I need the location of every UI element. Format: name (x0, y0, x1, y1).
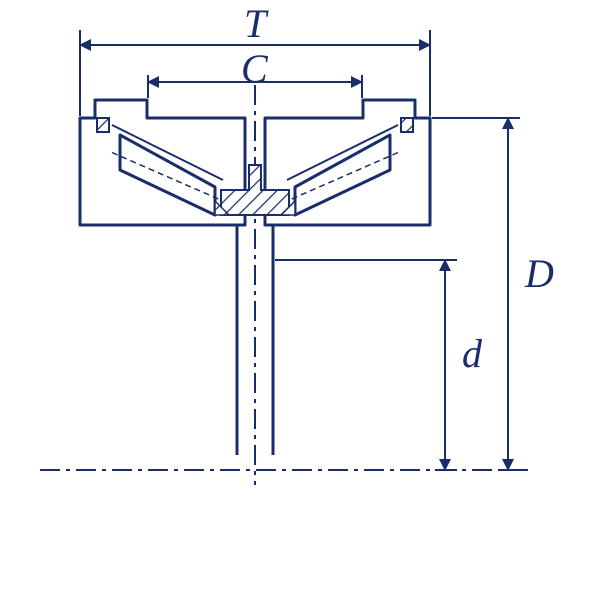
bearing-diagram: T C D d (0, 0, 600, 600)
diagram-svg (0, 0, 600, 600)
